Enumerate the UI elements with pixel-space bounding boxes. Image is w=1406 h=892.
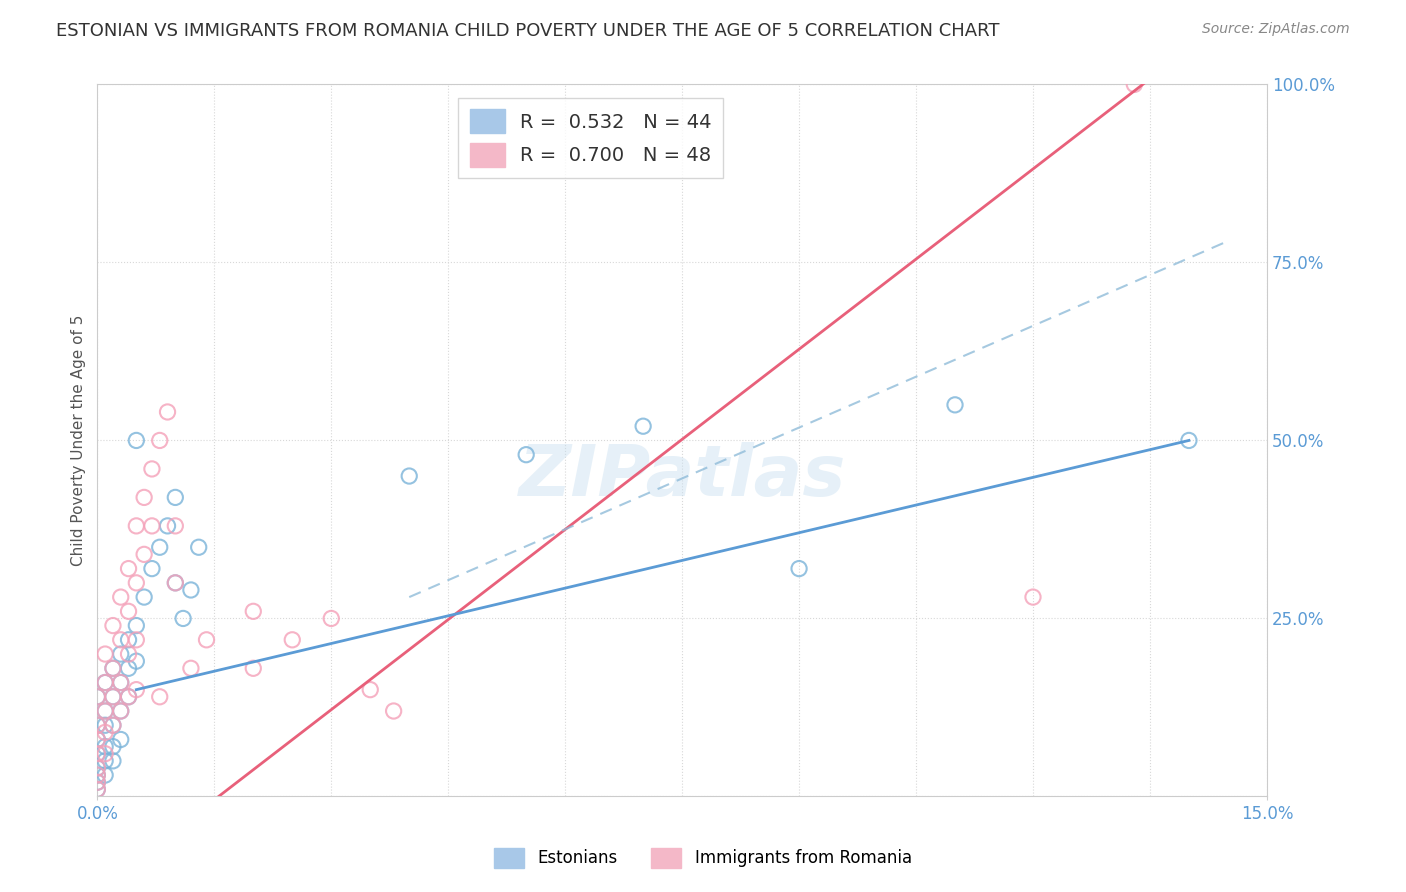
Point [86,718,108,732]
Point [141,519,163,533]
Point [86,761,108,775]
Point [86,768,108,782]
Point [359,682,381,697]
Point [110,632,132,647]
Point [94,725,117,739]
Legend: Estonians, Immigrants from Romania: Estonians, Immigrants from Romania [488,841,918,875]
Point [86,782,108,797]
Point [86,775,108,789]
Point [156,405,179,419]
Point [156,519,179,533]
Point [101,739,124,754]
Point [1178,434,1201,448]
Point [943,398,966,412]
Point [149,434,172,448]
Point [110,732,132,747]
Point [94,704,117,718]
Point [165,519,187,533]
Point [134,590,156,604]
Point [86,732,108,747]
Point [94,754,117,768]
Point [86,747,108,761]
Point [172,611,194,625]
Point [134,547,156,561]
Point [141,561,163,575]
Point [86,718,108,732]
Text: Source: ZipAtlas.com: Source: ZipAtlas.com [1202,22,1350,37]
Point [125,519,148,533]
Point [165,575,187,590]
Point [165,491,187,505]
Point [1022,590,1045,604]
Point [94,675,117,690]
Point [125,434,148,448]
Point [94,739,117,754]
Point [117,690,139,704]
Point [149,541,172,555]
Point [94,718,117,732]
Point [125,654,148,668]
Point [321,611,343,625]
Point [515,448,537,462]
Y-axis label: Child Poverty Under the Age of 5: Child Poverty Under the Age of 5 [72,315,86,566]
Point [117,632,139,647]
Point [94,675,117,690]
Point [110,675,132,690]
Point [117,647,139,661]
Point [101,754,124,768]
Point [101,718,124,732]
Point [149,690,172,704]
Point [1123,78,1146,92]
Text: ZIPatlas: ZIPatlas [519,442,846,510]
Point [125,618,148,632]
Point [101,661,124,675]
Point [110,647,132,661]
Text: ESTONIAN VS IMMIGRANTS FROM ROMANIA CHILD POVERTY UNDER THE AGE OF 5 CORRELATION: ESTONIAN VS IMMIGRANTS FROM ROMANIA CHIL… [56,22,1000,40]
Point [117,561,139,575]
Point [117,690,139,704]
Point [398,469,420,483]
Point [117,661,139,675]
Point [110,590,132,604]
Point [165,575,187,590]
Point [180,661,202,675]
Point [125,632,148,647]
Point [86,775,108,789]
Point [242,661,264,675]
Point [101,618,124,632]
Point [631,419,654,434]
Point [86,690,108,704]
Point [180,582,202,597]
Point [94,747,117,761]
Point [110,675,132,690]
Point [86,768,108,782]
Point [86,690,108,704]
Point [382,704,405,718]
Point [787,561,810,575]
Point [125,575,148,590]
Point [86,732,108,747]
Point [101,690,124,704]
Point [101,718,124,732]
Point [86,747,108,761]
Point [125,682,148,697]
Point [94,704,117,718]
Point [242,604,264,618]
Point [110,704,132,718]
Point [86,761,108,775]
Point [101,661,124,675]
Point [187,541,209,555]
Legend: R =  0.532   N = 44, R =  0.700   N = 48: R = 0.532 N = 44, R = 0.700 N = 48 [458,98,723,178]
Point [195,632,218,647]
Point [94,647,117,661]
Point [141,462,163,476]
Point [86,782,108,797]
Point [117,604,139,618]
Point [94,768,117,782]
Point [110,704,132,718]
Point [281,632,304,647]
Point [134,491,156,505]
Point [101,690,124,704]
